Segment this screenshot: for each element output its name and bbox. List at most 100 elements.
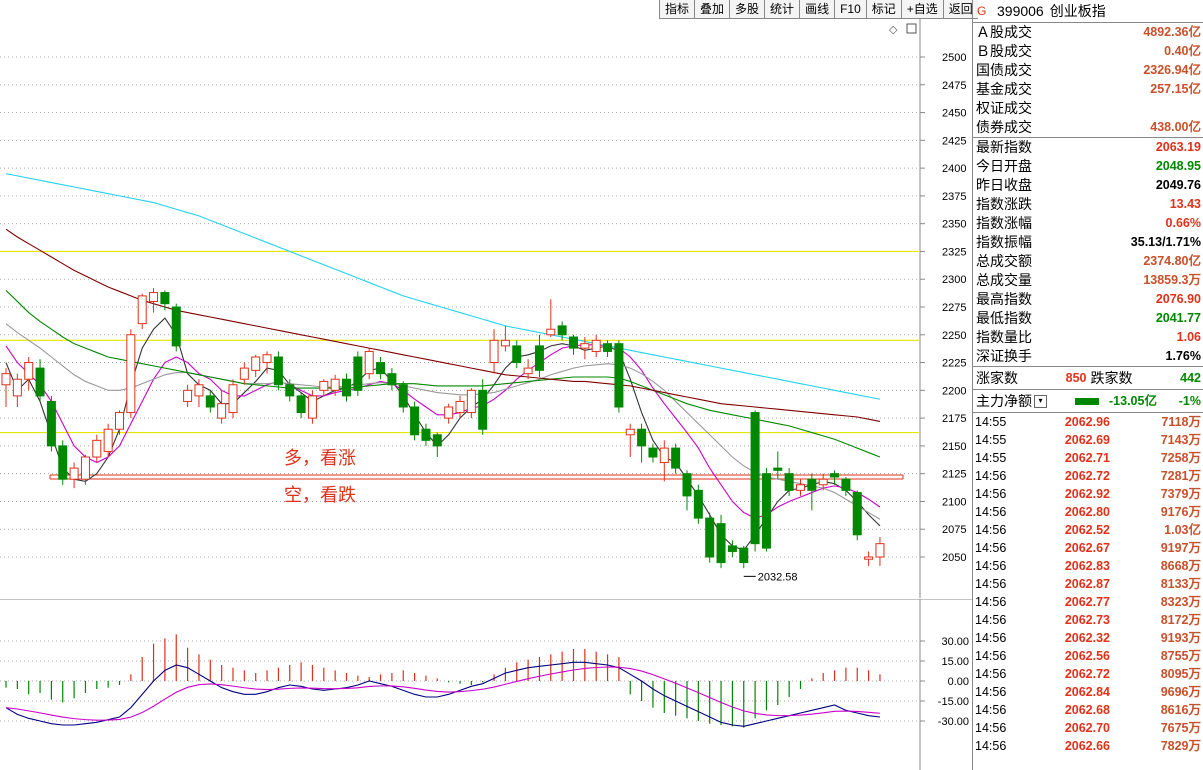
candle-body [796, 484, 805, 491]
y-tick-label: 2250 [942, 330, 966, 342]
toolbar-button[interactable]: 指标 [659, 0, 695, 18]
candle-body [534, 345, 544, 371]
capital-flow-row: 主力净额 ▾ -13.05亿 -1% [973, 390, 1203, 413]
main-kline-chart[interactable]: 2500 2475 2450 2425 2400 2375 2350 2325 2300 2275… [0, 19, 972, 598]
candle-body [103, 428, 113, 452]
candle-body [750, 412, 760, 545]
candle-body [285, 384, 295, 397]
volume-row: 国债成交 2326.94亿 [973, 61, 1203, 80]
candle-body [807, 478, 817, 491]
y-tick-label: 2450 [942, 108, 966, 120]
y-tick-label: 2150 [942, 441, 966, 453]
tick-volume: 9696万 [1160, 685, 1201, 699]
candle-body [171, 306, 181, 347]
candle-body [137, 295, 147, 325]
tick-row: 14:56 2062.73 8172万 [973, 611, 1203, 629]
tick-price: 2062.72 [1064, 469, 1110, 483]
toolbar-button[interactable]: 返回 [942, 0, 978, 18]
ma-line [5, 173, 881, 400]
candle-body [205, 395, 215, 408]
tick-list[interactable]: 14:55 2062.96 7118万 14:55 2062.69 7143万 14:55 2… [973, 413, 1203, 755]
y-tick-label: 2425 [942, 135, 966, 147]
toolbar-button[interactable]: 多股 [729, 0, 765, 18]
candle-body [761, 473, 771, 549]
tick-volume: 8755万 [1160, 649, 1201, 663]
candle-body [693, 489, 703, 519]
candle-body [58, 445, 68, 480]
volume-value: 4892.36亿 [1143, 25, 1201, 39]
quote-row: 指数量比 1.06 [973, 328, 1203, 347]
candle-body [818, 478, 828, 486]
tick-time: 14:56 [975, 559, 1007, 573]
tick-row: 14:56 2062.80 9176万 [973, 503, 1203, 521]
candle-body [330, 378, 340, 391]
tick-price: 2062.67 [1064, 541, 1110, 555]
tick-volume: 7829万 [1160, 739, 1201, 753]
candle-body [376, 362, 386, 375]
y-tick-label: 15.00 [941, 656, 969, 668]
tick-price: 2062.52 [1064, 523, 1110, 537]
up-count: 850 [1065, 371, 1087, 385]
candle-body [682, 473, 692, 497]
dea-line [5, 666, 880, 721]
tick-time: 14:56 [975, 649, 1007, 663]
candle-body [875, 543, 885, 558]
capital-flow-bar [1075, 397, 1099, 405]
volume-row: Ｂ股成交 0.40亿 [973, 42, 1203, 61]
candle-body [489, 339, 499, 364]
toolbar-button[interactable]: F10 [834, 0, 866, 18]
quote-row: 今日开盘 2048.95 [973, 157, 1203, 176]
toolbar-button[interactable]: 标记 [865, 0, 901, 18]
tick-time: 14:56 [975, 595, 1007, 609]
tick-row: 14:56 2062.70 7675万 [973, 719, 1203, 737]
stock-name: 创业板指 [1049, 3, 1106, 19]
volume-label: 债券成交 [976, 119, 1032, 135]
candle-body [455, 400, 465, 414]
tick-price: 2062.96 [1064, 415, 1110, 429]
volume-row: 权证成交 [973, 99, 1203, 118]
tick-time: 14:56 [975, 721, 1007, 735]
volume-row: 基金成交 257.15亿 [973, 80, 1203, 99]
quote-value: 2048.95 [1155, 159, 1201, 173]
quote-value: 13.43 [1169, 197, 1201, 211]
tick-volume: 7143万 [1160, 433, 1201, 447]
tick-volume: 8323万 [1160, 595, 1201, 609]
y-tick-label: 2125 [942, 469, 966, 481]
candle-body [12, 378, 22, 397]
candle-body [251, 356, 261, 371]
ma-line [5, 228, 881, 422]
volume-label: 权证成交 [976, 100, 1032, 116]
ma-line [5, 289, 881, 458]
up-label: 涨家数 [976, 370, 1018, 386]
tick-volume: 7281万 [1160, 469, 1201, 483]
candle-body [364, 350, 374, 375]
y-tick-label: 2350 [942, 219, 966, 231]
candle-body [183, 389, 193, 402]
volume-section: Ａ股成交 4892.36亿 Ｂ股成交 0.40亿 国债成交 2326.94亿 基金成交 257… [973, 23, 1203, 138]
candle-body [296, 395, 306, 414]
quote-row: 指数涨跌 13.43 [973, 195, 1203, 214]
candle-body [126, 334, 136, 414]
quote-panel: G 399006 创业板指 Ａ股成交 4892.36亿 Ｂ股成交 0.40亿 国债成交 2… [973, 0, 1203, 770]
toolbar-button[interactable]: 叠加 [694, 0, 730, 18]
tick-volume: 8668万 [1160, 559, 1201, 573]
dif-line [5, 661, 881, 727]
dropdown-icon[interactable]: ▾ [1034, 394, 1047, 408]
candle-body [512, 345, 522, 364]
toolbar-button[interactable]: +自选 [900, 0, 943, 18]
macd-chart[interactable]: 30.00 15.00 0.00 -15.00 -30.00 [0, 599, 972, 770]
quote-row: 最低指数 2041.77 [973, 309, 1203, 328]
tick-price: 2062.68 [1064, 703, 1110, 717]
candle-body [92, 439, 102, 458]
quote-label: 指数涨幅 [976, 215, 1032, 231]
tick-time: 14:56 [975, 577, 1007, 591]
tick-volume: 7118万 [1161, 415, 1201, 429]
candle-body [421, 428, 431, 441]
quote-value: 1.06 [1176, 330, 1201, 344]
candle-body [387, 373, 397, 386]
tick-row: 14:56 2062.68 8616万 [973, 701, 1203, 719]
toolbar-button[interactable]: 画线 [799, 0, 835, 18]
tick-price: 2062.84 [1064, 685, 1110, 699]
toolbar-button[interactable]: 统计 [764, 0, 800, 18]
candle-body [115, 412, 124, 430]
